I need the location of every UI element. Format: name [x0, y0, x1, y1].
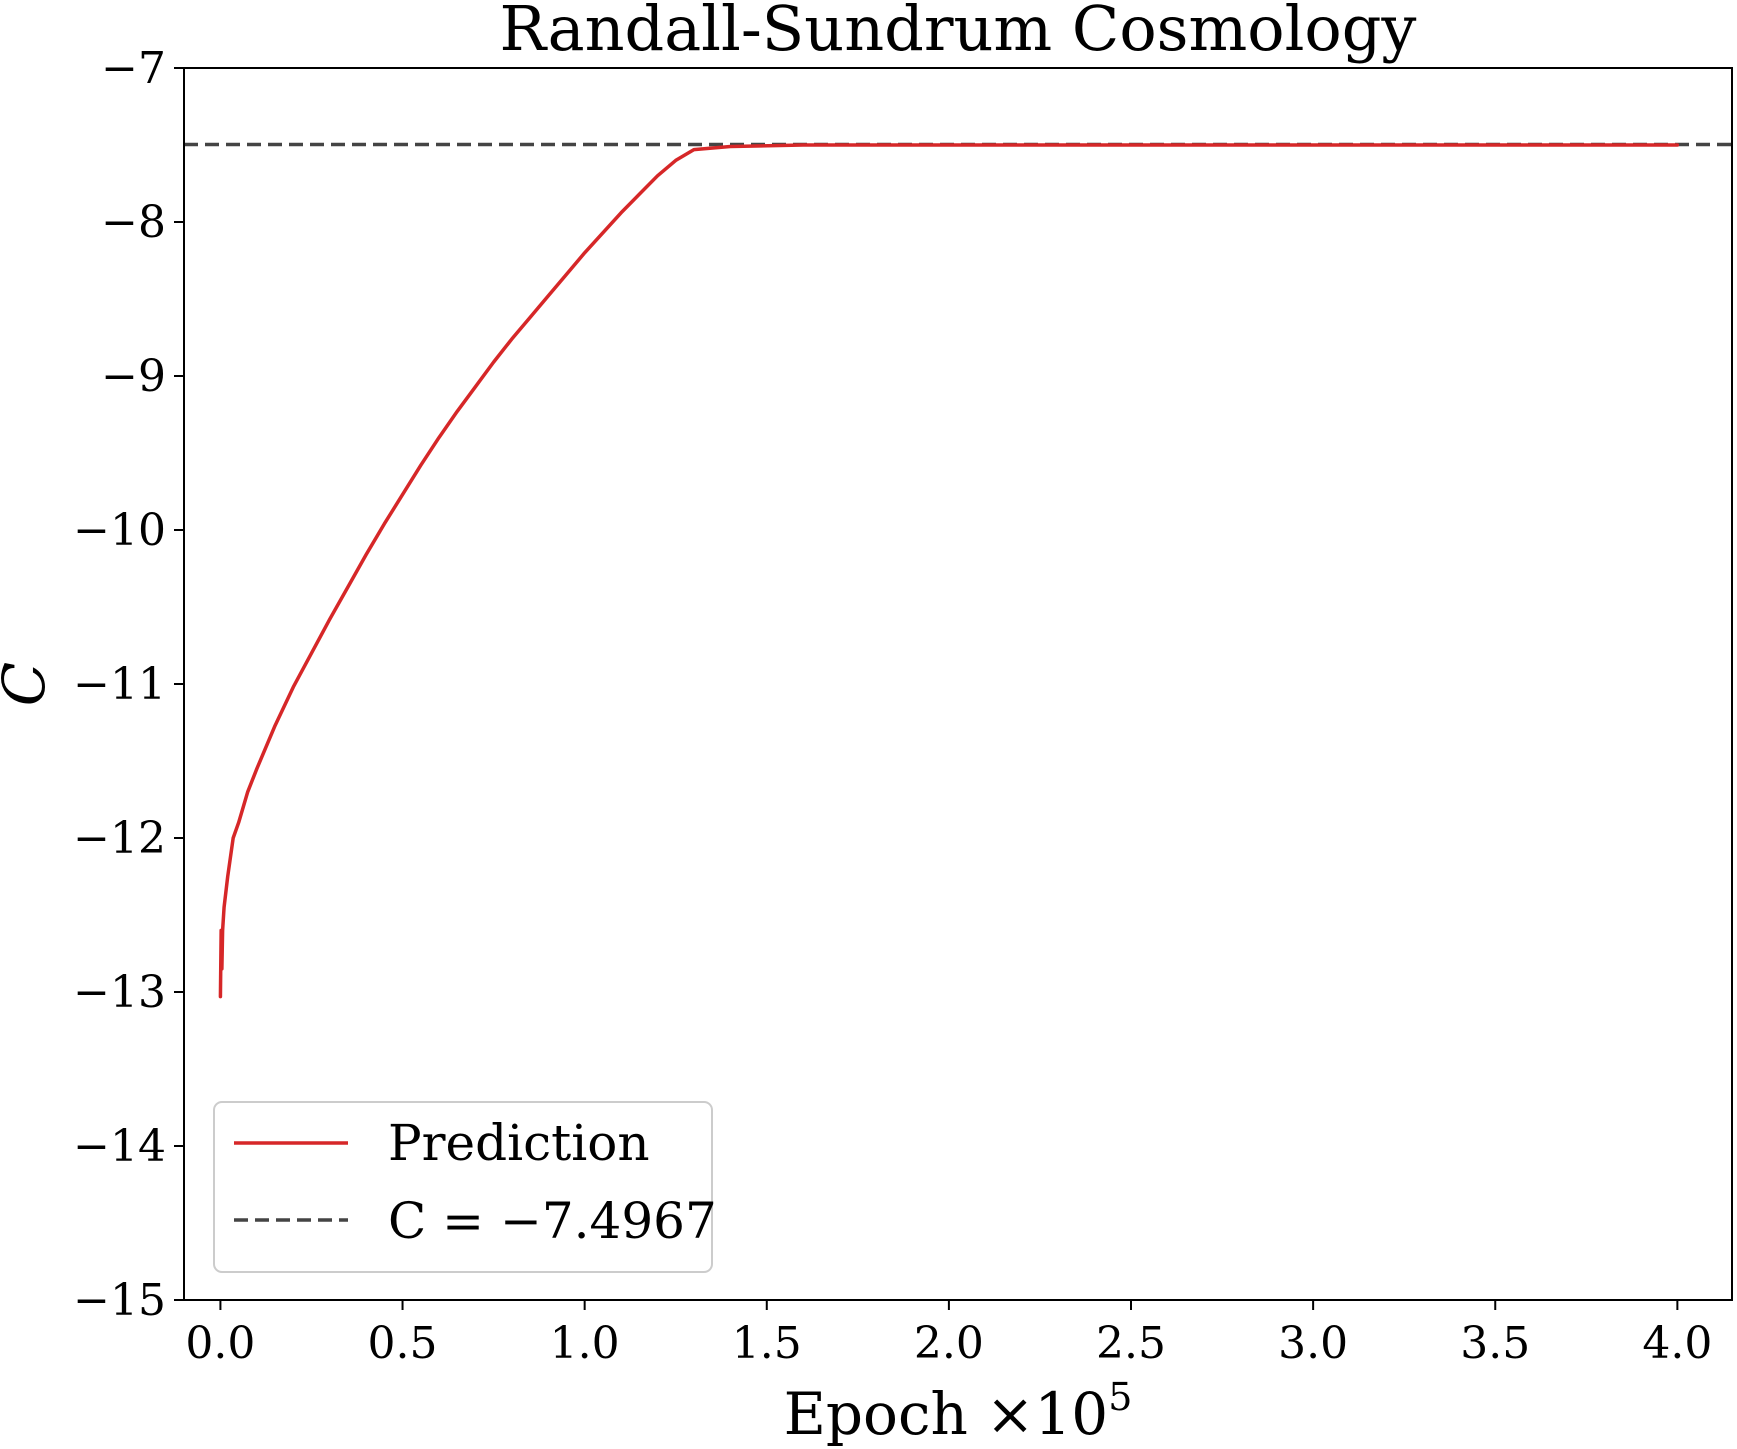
y-tick-label: −9	[101, 351, 166, 402]
x-tick-label: 1.0	[550, 1318, 620, 1369]
y-axis-label: C	[0, 662, 58, 706]
y-tick-label: −15	[73, 1275, 166, 1326]
y-tick-label: −11	[73, 659, 166, 710]
x-tick-label: 0.5	[368, 1318, 438, 1369]
series-layer	[184, 142, 1732, 999]
x-axis-label: Epoch ×105	[784, 1375, 1133, 1448]
y-tick-label: −14	[73, 1121, 166, 1172]
x-tick-label: 2.5	[1096, 1318, 1166, 1369]
y-tick-label: −10	[73, 505, 166, 556]
legend: Prediction C = −7.4967	[213, 1101, 717, 1273]
y-tick-label: −12	[73, 813, 166, 864]
prediction-line	[218, 143, 1680, 999]
x-tick-label: 3.0	[1278, 1318, 1348, 1369]
x-tick-label: 0.0	[185, 1318, 255, 1369]
x-tick-label: 3.5	[1460, 1318, 1530, 1369]
y-axis-ticks: −15 −14 −13 −12 −11 −10 −9 −8 −7	[73, 43, 184, 1326]
y-tick-label: −7	[101, 43, 166, 94]
legend-prediction-label: Prediction	[388, 1114, 650, 1172]
x-tick-label: 2.0	[914, 1318, 984, 1369]
x-tick-label: 1.5	[732, 1318, 802, 1369]
x-axis-ticks: 0.0 0.5 1.0 1.5 2.0 2.5 3.0 3.5 4.0	[185, 1300, 1712, 1369]
legend-reference-label: C = −7.4967	[388, 1192, 717, 1250]
chart-title: Randall-Sundrum Cosmology	[500, 0, 1417, 65]
y-tick-label: −13	[73, 967, 166, 1018]
x-tick-label: 4.0	[1642, 1318, 1712, 1369]
y-tick-label: −8	[101, 197, 166, 248]
